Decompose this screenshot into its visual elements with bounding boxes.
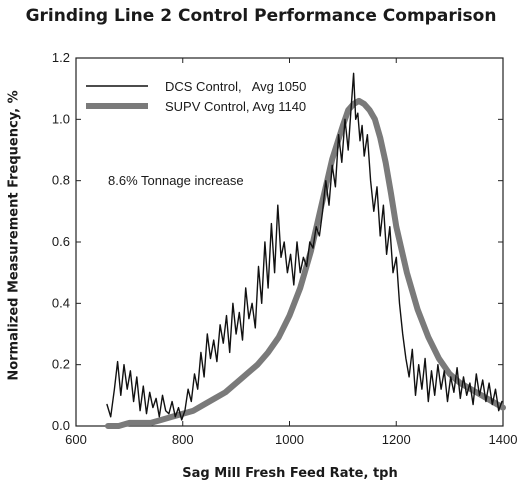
y-tick-label: 1.2 (52, 50, 70, 65)
annotation-text: 8.6% Tonnage increase (108, 173, 244, 188)
x-tick-label: 1200 (382, 432, 411, 447)
legend: DCS Control, Avg 1050 SUPV Control, Avg … (86, 79, 306, 114)
legend-label-dcs: DCS Control, Avg 1050 (165, 79, 306, 94)
series-layer (105, 72, 506, 429)
chart-title: Grinding Line 2 Control Performance Comp… (25, 6, 497, 26)
y-tick-label: 0.4 (52, 295, 70, 310)
x-axis-label: Sag Mill Fresh Feed Rate, tph (182, 466, 398, 481)
x-tick-label: 1400 (489, 432, 518, 447)
axis-ticks: 600 800 1000 1200 1400 0.0 0.2 0.4 0.6 0.8 1.0 1.2 (52, 50, 518, 447)
y-tick-label: 1.0 (52, 111, 70, 126)
x-tick-label: 1000 (275, 432, 304, 447)
y-tick-label: 0.6 (52, 234, 70, 249)
y-tick-label: 0.8 (52, 173, 70, 188)
series-line-dcs (106, 72, 503, 421)
y-tick-label: 0.2 (52, 357, 70, 372)
x-tick-label: 800 (172, 432, 194, 447)
legend-label-supv: SUPV Control, Avg 1140 (165, 99, 306, 114)
series-line-supv (105, 97, 506, 429)
x-tick-label: 600 (65, 432, 87, 447)
y-tick-label: 0.0 (52, 418, 70, 433)
